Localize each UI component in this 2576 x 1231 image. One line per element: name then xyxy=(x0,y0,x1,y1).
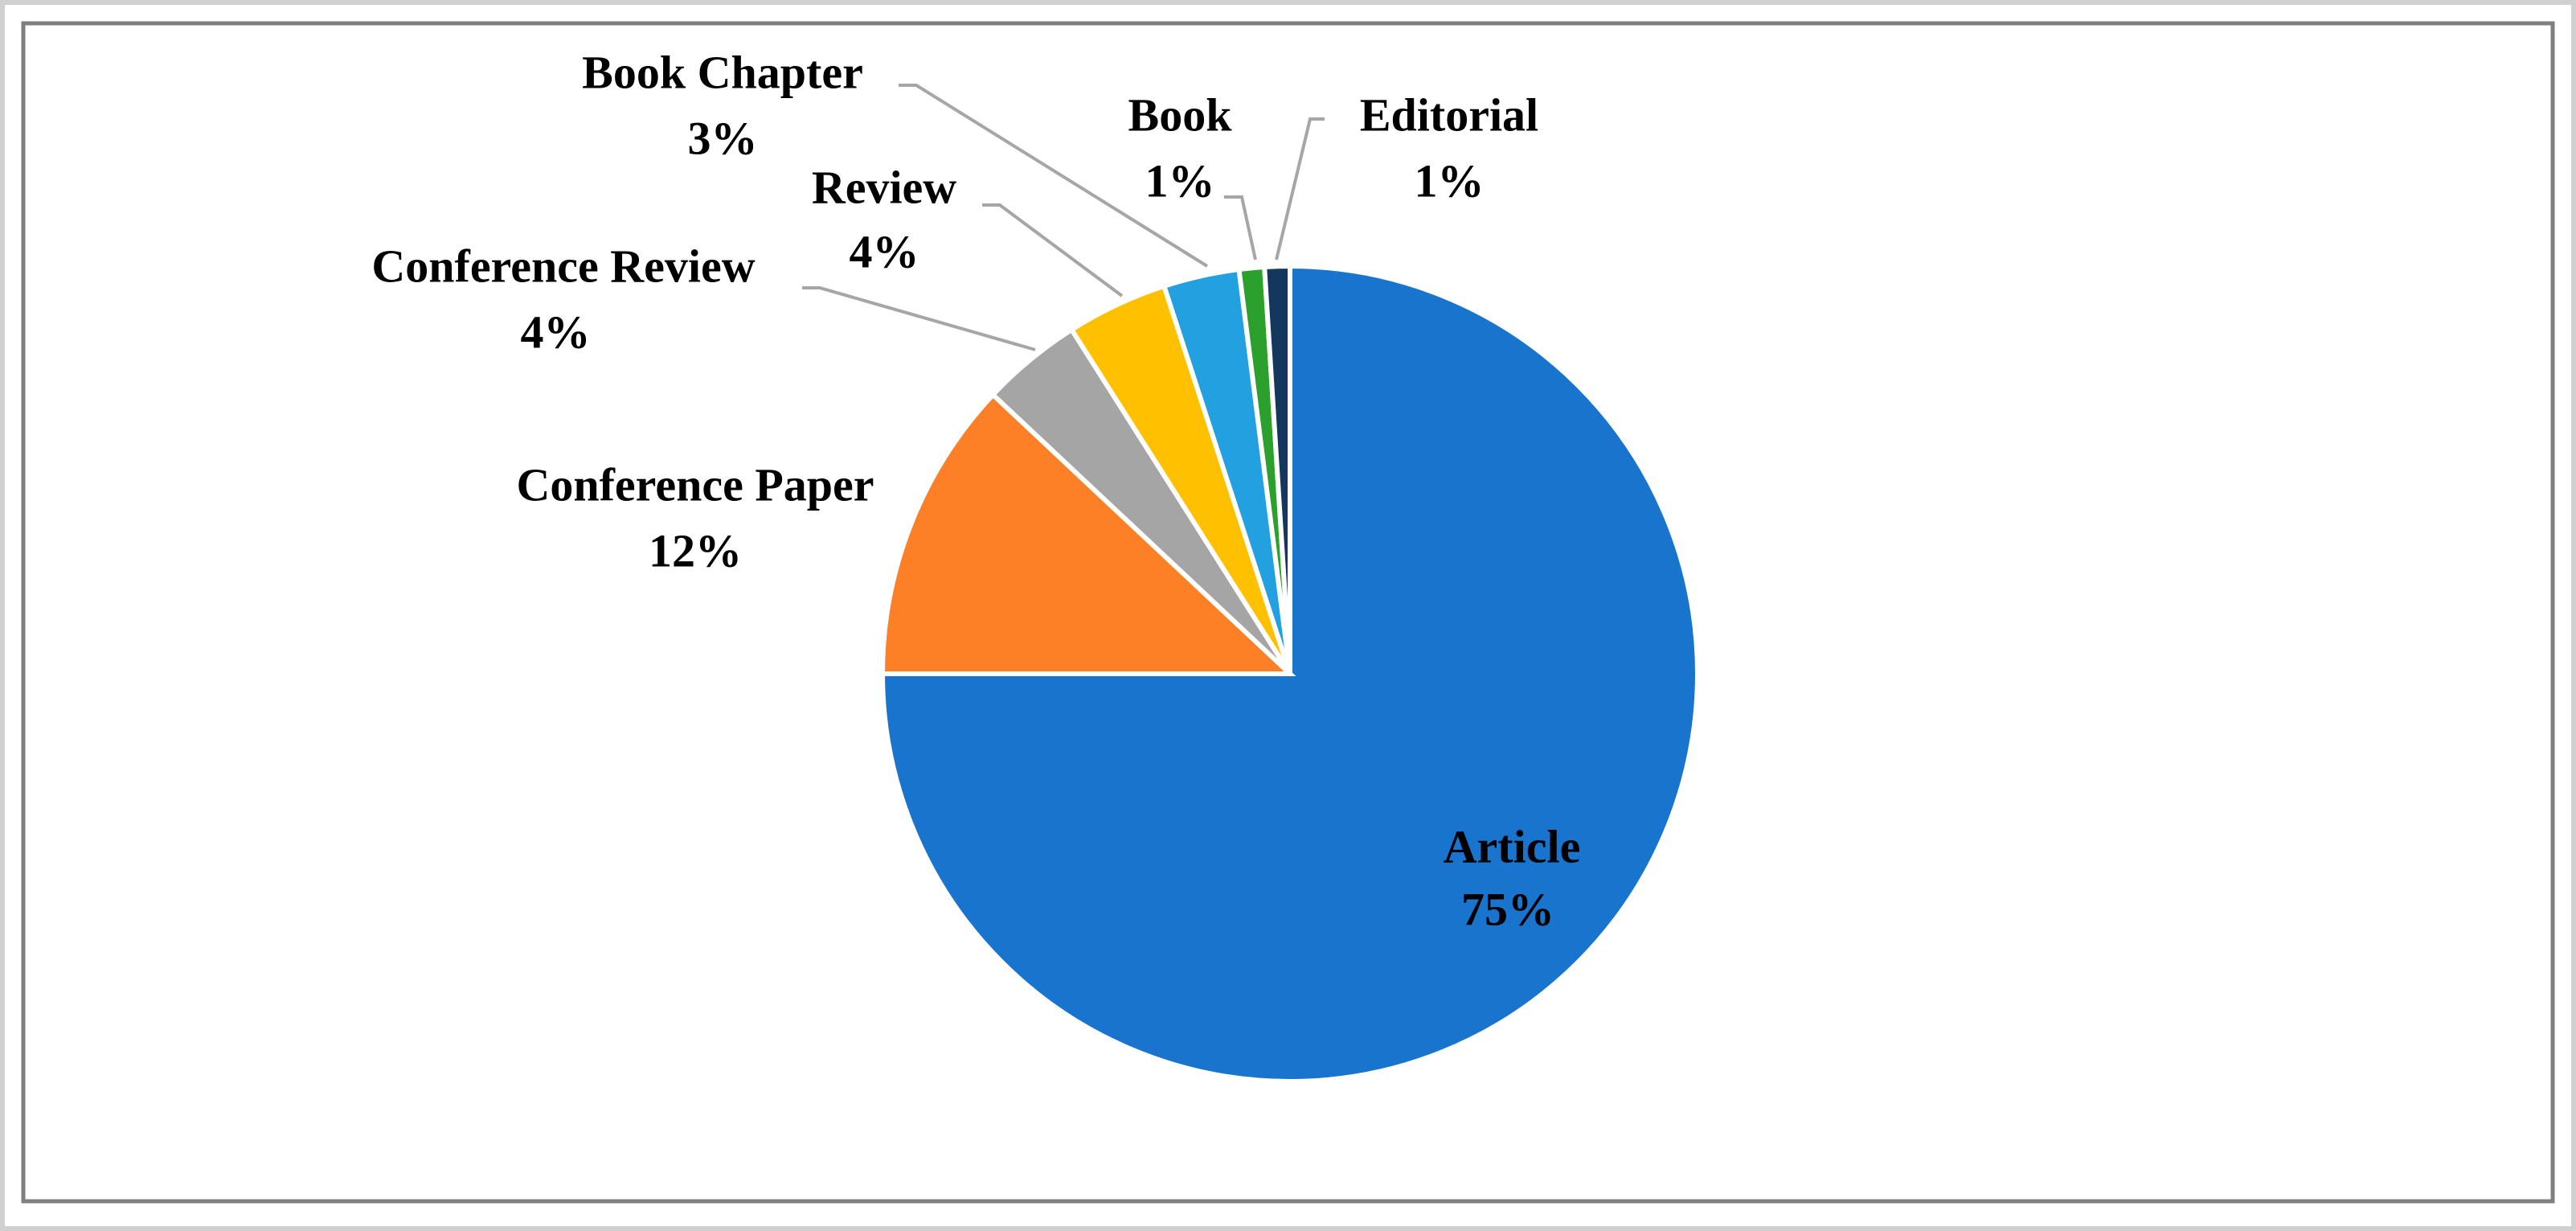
slice-label: Review xyxy=(812,161,956,213)
pie-slice xyxy=(1261,263,1292,675)
slice-label: Editorial xyxy=(1360,88,1538,141)
leader-line xyxy=(982,203,1124,297)
slice-label: Book Chapter xyxy=(582,46,863,98)
slice-value-label: 4% xyxy=(521,306,591,358)
slice-value-label: 4% xyxy=(850,225,919,277)
leader-line xyxy=(899,84,1209,268)
leader-line xyxy=(802,286,1036,351)
slice-label: Conference Review xyxy=(371,240,755,292)
slice-value-label: 75% xyxy=(1461,883,1554,935)
leader-line xyxy=(1224,195,1257,261)
slice-value-label: 3% xyxy=(688,112,758,164)
slice-label: Article xyxy=(1444,820,1581,872)
leader-line xyxy=(1275,117,1325,261)
slice-value-label: 12% xyxy=(649,524,742,577)
slice-value-label: 1% xyxy=(1415,154,1485,207)
pie-slice xyxy=(879,263,1700,1084)
slice-label: Book xyxy=(1128,88,1233,141)
slice-label: Conference Paper xyxy=(516,458,874,511)
slice-value-label: 1% xyxy=(1145,154,1215,207)
pie-slice xyxy=(879,391,1296,676)
